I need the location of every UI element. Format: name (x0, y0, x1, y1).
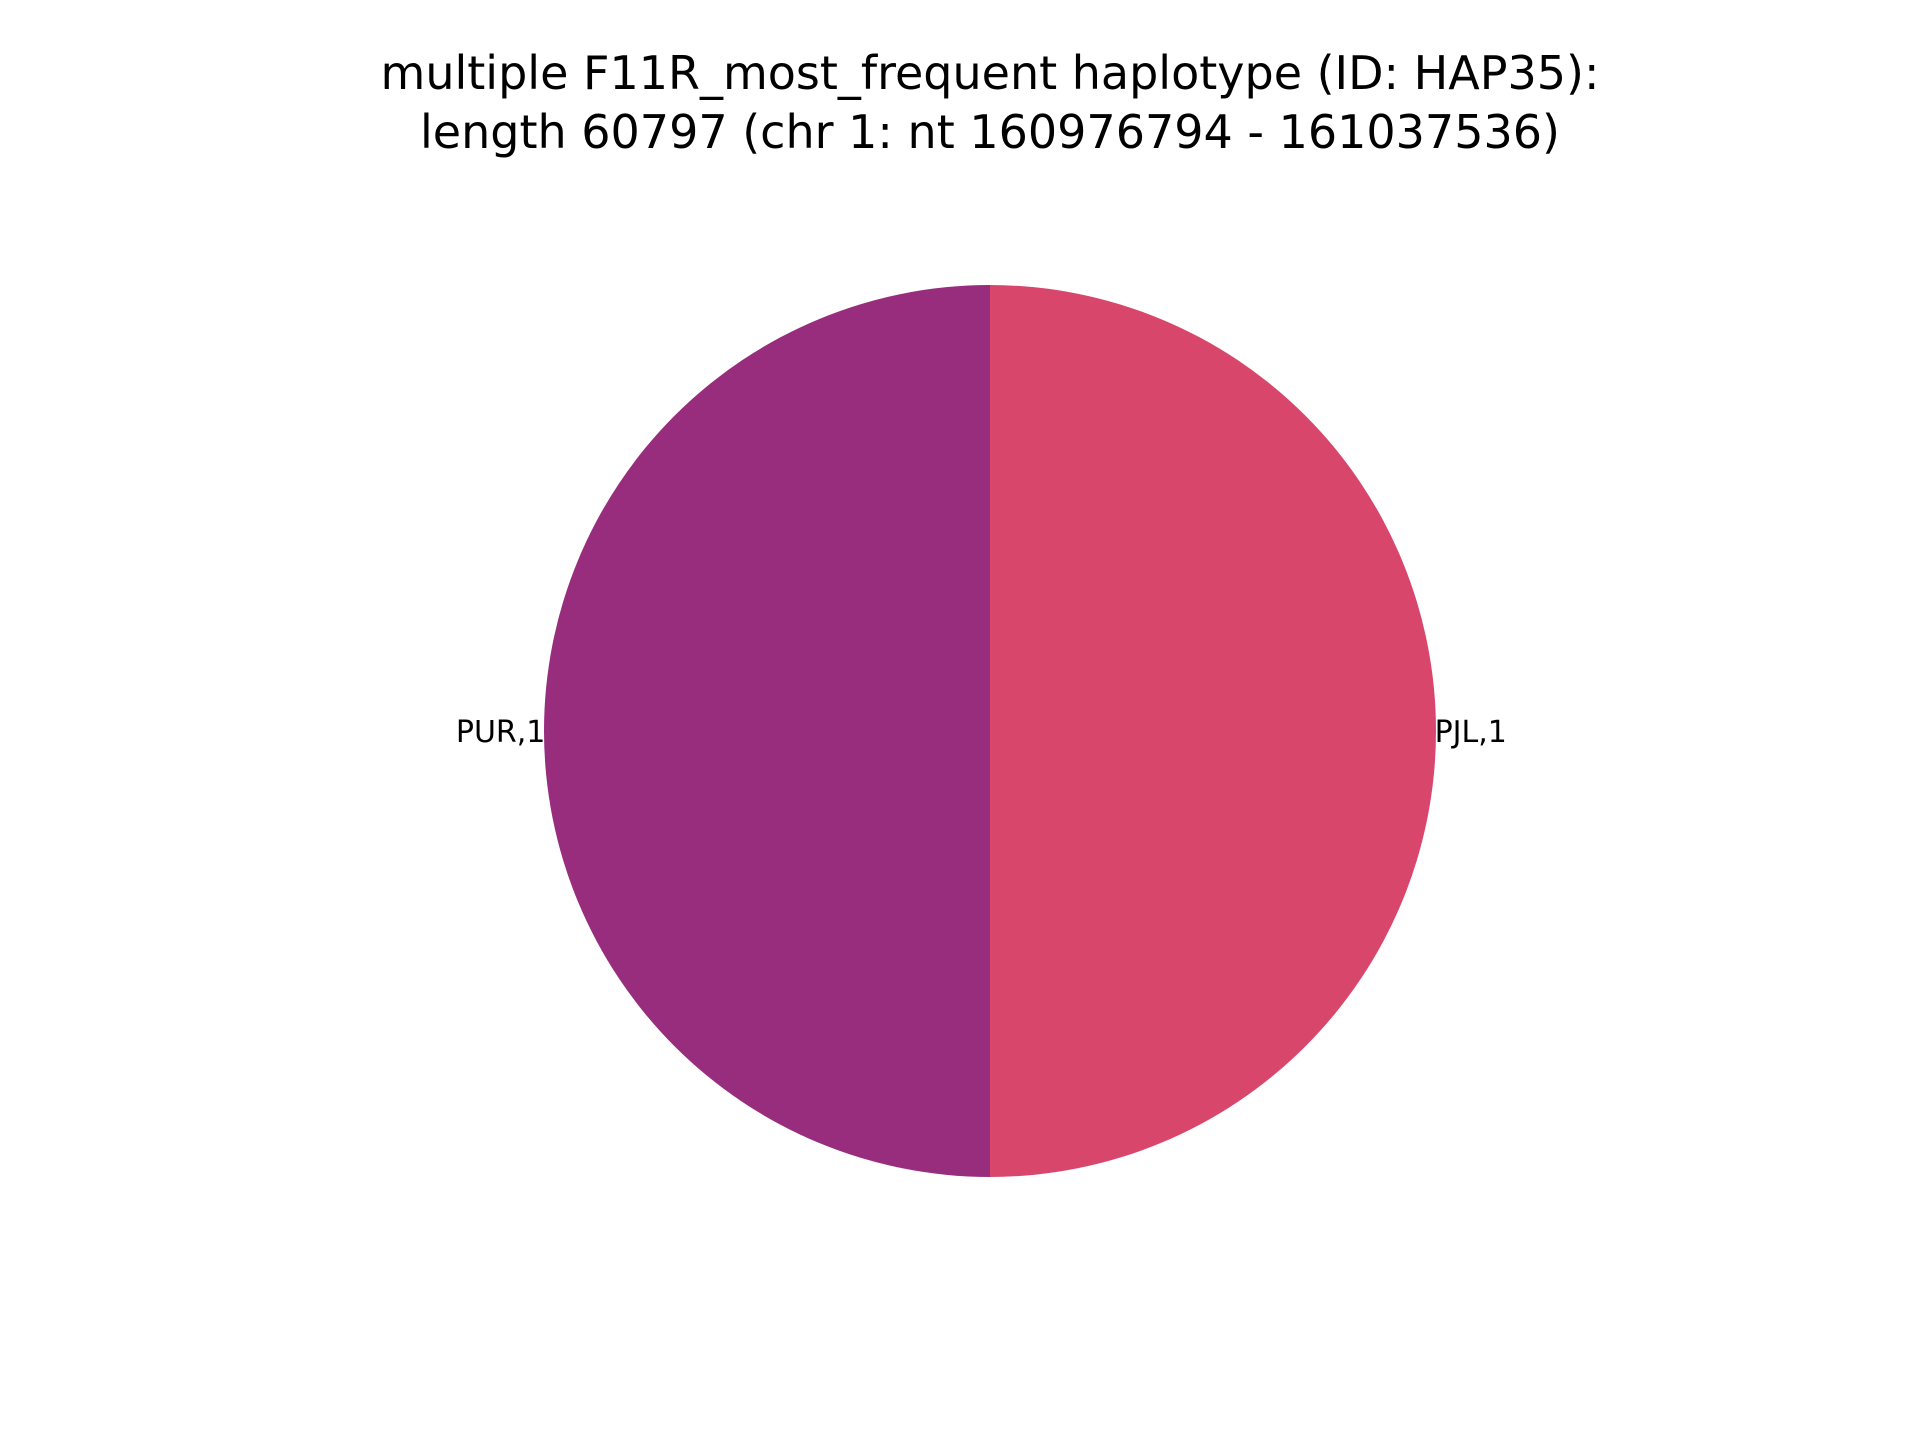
pie-label-pjl: PJL,1 (1435, 715, 1507, 750)
chart-title-line-2: length 60797 (chr 1: nt 160976794 - 1610… (420, 105, 1560, 159)
pie-label-pur: PUR,1 (456, 715, 546, 750)
pie-slices (544, 285, 1436, 1177)
chart-title-line-1: multiple F11R_most_frequent haplotype (I… (381, 46, 1600, 100)
pie-slice-pjl (990, 285, 1436, 1177)
pie-slice-pur (544, 285, 990, 1177)
pie-labels: PUR,1 PJL,1 (456, 715, 1507, 750)
